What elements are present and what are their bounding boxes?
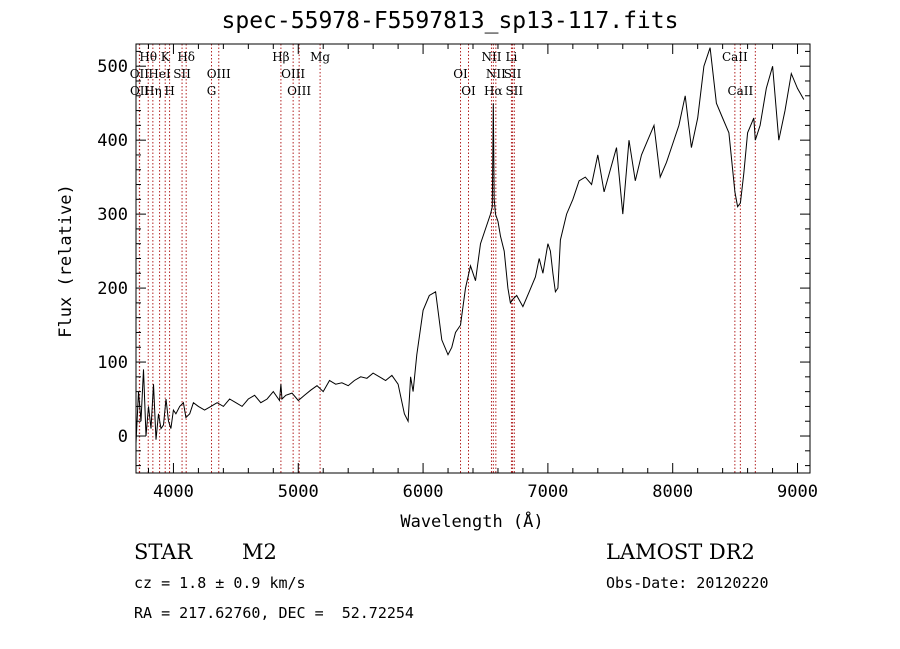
line-label-20: OIII xyxy=(287,84,311,98)
line-label-18: H xyxy=(164,84,174,98)
x-tick-label-4000: 4000 xyxy=(153,482,194,502)
line-label-23: SII xyxy=(505,84,523,98)
x-tick-label-9000: 9000 xyxy=(777,482,818,502)
x-axis-label: Wavelength (Å) xyxy=(400,512,544,532)
line-label-8: OII xyxy=(130,67,150,81)
plot-frame xyxy=(135,43,811,474)
redshift-value: cz = 1.8 ± 0.9 km/s xyxy=(134,574,306,592)
line-label-7: CaII xyxy=(722,50,748,64)
y-tick-label-200: 200 xyxy=(97,279,128,299)
line-label-1: K xyxy=(161,50,171,64)
line-label-19: G xyxy=(207,84,217,98)
chart-title: spec-55978-F5597813_sp13-117.fits xyxy=(221,8,679,34)
line-label-12: OIII xyxy=(281,67,305,81)
line-label-14: NII xyxy=(486,67,506,81)
line-label-11: OIII xyxy=(207,67,231,81)
line-label-6: Li xyxy=(506,50,518,64)
line-label-13: OI xyxy=(453,67,468,81)
line-label-16: OII xyxy=(130,84,150,98)
line-label-21: OI xyxy=(461,84,476,98)
y-tick-label-0: 0 xyxy=(118,427,128,447)
line-label-15: SII xyxy=(504,67,522,81)
y-axis: 0 100 200 300 400 500 xyxy=(97,50,810,467)
y-tick-label-300: 300 xyxy=(97,205,128,225)
line-label-24: CaII xyxy=(727,84,753,98)
line-label-22: Hα xyxy=(484,84,503,98)
observation-date: Obs-Date: 20120220 xyxy=(606,574,769,592)
emission-line-markers xyxy=(138,44,756,473)
coordinates: RA = 217.62760, DEC = 52.72254 xyxy=(134,604,414,622)
line-label-0: Hθ xyxy=(139,50,157,64)
survey-name: LAMOST DR2 xyxy=(606,540,755,564)
line-label-9: HeI xyxy=(148,67,171,81)
line-label-5: NII xyxy=(481,50,501,64)
object-class: STAR xyxy=(134,540,193,564)
line-label-17: Hη xyxy=(144,84,162,98)
x-tick-label-8000: 8000 xyxy=(652,482,693,502)
x-tick-label-6000: 6000 xyxy=(403,482,444,502)
x-tick-label-7000: 7000 xyxy=(527,482,568,502)
x-tick-label-5000: 5000 xyxy=(278,482,319,502)
line-label-3: Hβ xyxy=(272,50,289,64)
line-label-2: Hδ xyxy=(177,50,195,64)
x-axis: 4000 5000 6000 7000 8000 9000 xyxy=(147,44,818,502)
line-label-10: SII xyxy=(173,67,191,81)
line-label-4: Mg xyxy=(310,50,330,64)
spectrum-line xyxy=(135,47,805,444)
y-tick-label-100: 100 xyxy=(97,353,128,373)
y-tick-label-400: 400 xyxy=(97,131,128,151)
y-tick-label-500: 500 xyxy=(97,57,128,77)
y-axis-label: Flux (relative) xyxy=(56,184,76,338)
object-subclass: M2 xyxy=(242,540,277,564)
